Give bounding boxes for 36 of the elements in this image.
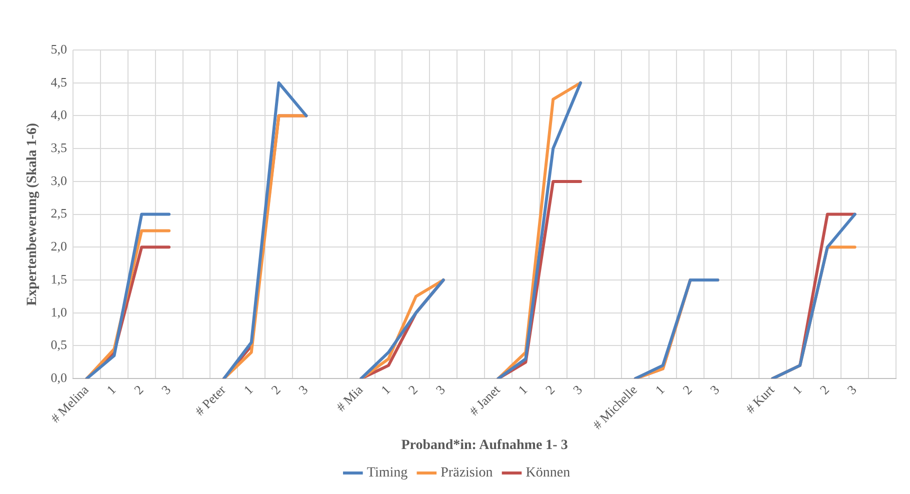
y-tick-label: 3,0 xyxy=(50,172,68,188)
y-tick-label: 2,5 xyxy=(50,206,68,221)
x-tick-label: 2 xyxy=(130,382,146,398)
y-tick-label: 1,5 xyxy=(50,271,68,286)
legend-label: Timing xyxy=(366,466,408,481)
x-tick-label: 1 xyxy=(652,382,668,398)
x-tick-label: 3 xyxy=(844,382,860,398)
x-tick-label: 3 xyxy=(158,382,174,398)
x-axis-title: Proband*in: Aufnahme 1- 3 xyxy=(401,438,568,454)
x-tick-label: 3 xyxy=(296,382,311,398)
x-tick-label: 2 xyxy=(816,382,832,398)
x-tick-label: 2 xyxy=(680,382,695,398)
x-tick-label: # Mia xyxy=(333,382,366,414)
y-tick-label: 3,5 xyxy=(50,140,68,156)
x-tick-label: 3 xyxy=(707,382,722,398)
x-tick-label: 3 xyxy=(570,382,586,398)
legend-label: Können xyxy=(526,466,570,481)
y-tick-label: 4,5 xyxy=(50,74,68,90)
legend-label: Präzision xyxy=(440,466,493,481)
x-tick-label: 1 xyxy=(515,382,530,398)
y-tick-label: 4,0 xyxy=(50,107,68,122)
x-tick-label: 2 xyxy=(542,382,558,398)
x-tick-label: 1 xyxy=(240,382,256,398)
x-tick-label: 1 xyxy=(378,382,394,398)
y-tick-label: 0,5 xyxy=(50,337,68,352)
x-tick-label: 1 xyxy=(104,382,119,398)
x-tick-label: 3 xyxy=(432,382,448,398)
x-tick-label: 2 xyxy=(268,382,284,398)
y-tick-label: 0,0 xyxy=(50,370,68,386)
y-tick-label: 5,0 xyxy=(50,41,68,56)
x-tick-label: 2 xyxy=(405,382,420,398)
y-tick-label: 1,0 xyxy=(50,304,68,320)
x-tick-label: # Kurt xyxy=(742,382,778,416)
y-tick-label: 2,0 xyxy=(50,238,68,254)
x-tick-label: 1 xyxy=(789,382,805,398)
y-axis-title: Expertenbewerung (Skala 1-6) xyxy=(25,122,40,306)
